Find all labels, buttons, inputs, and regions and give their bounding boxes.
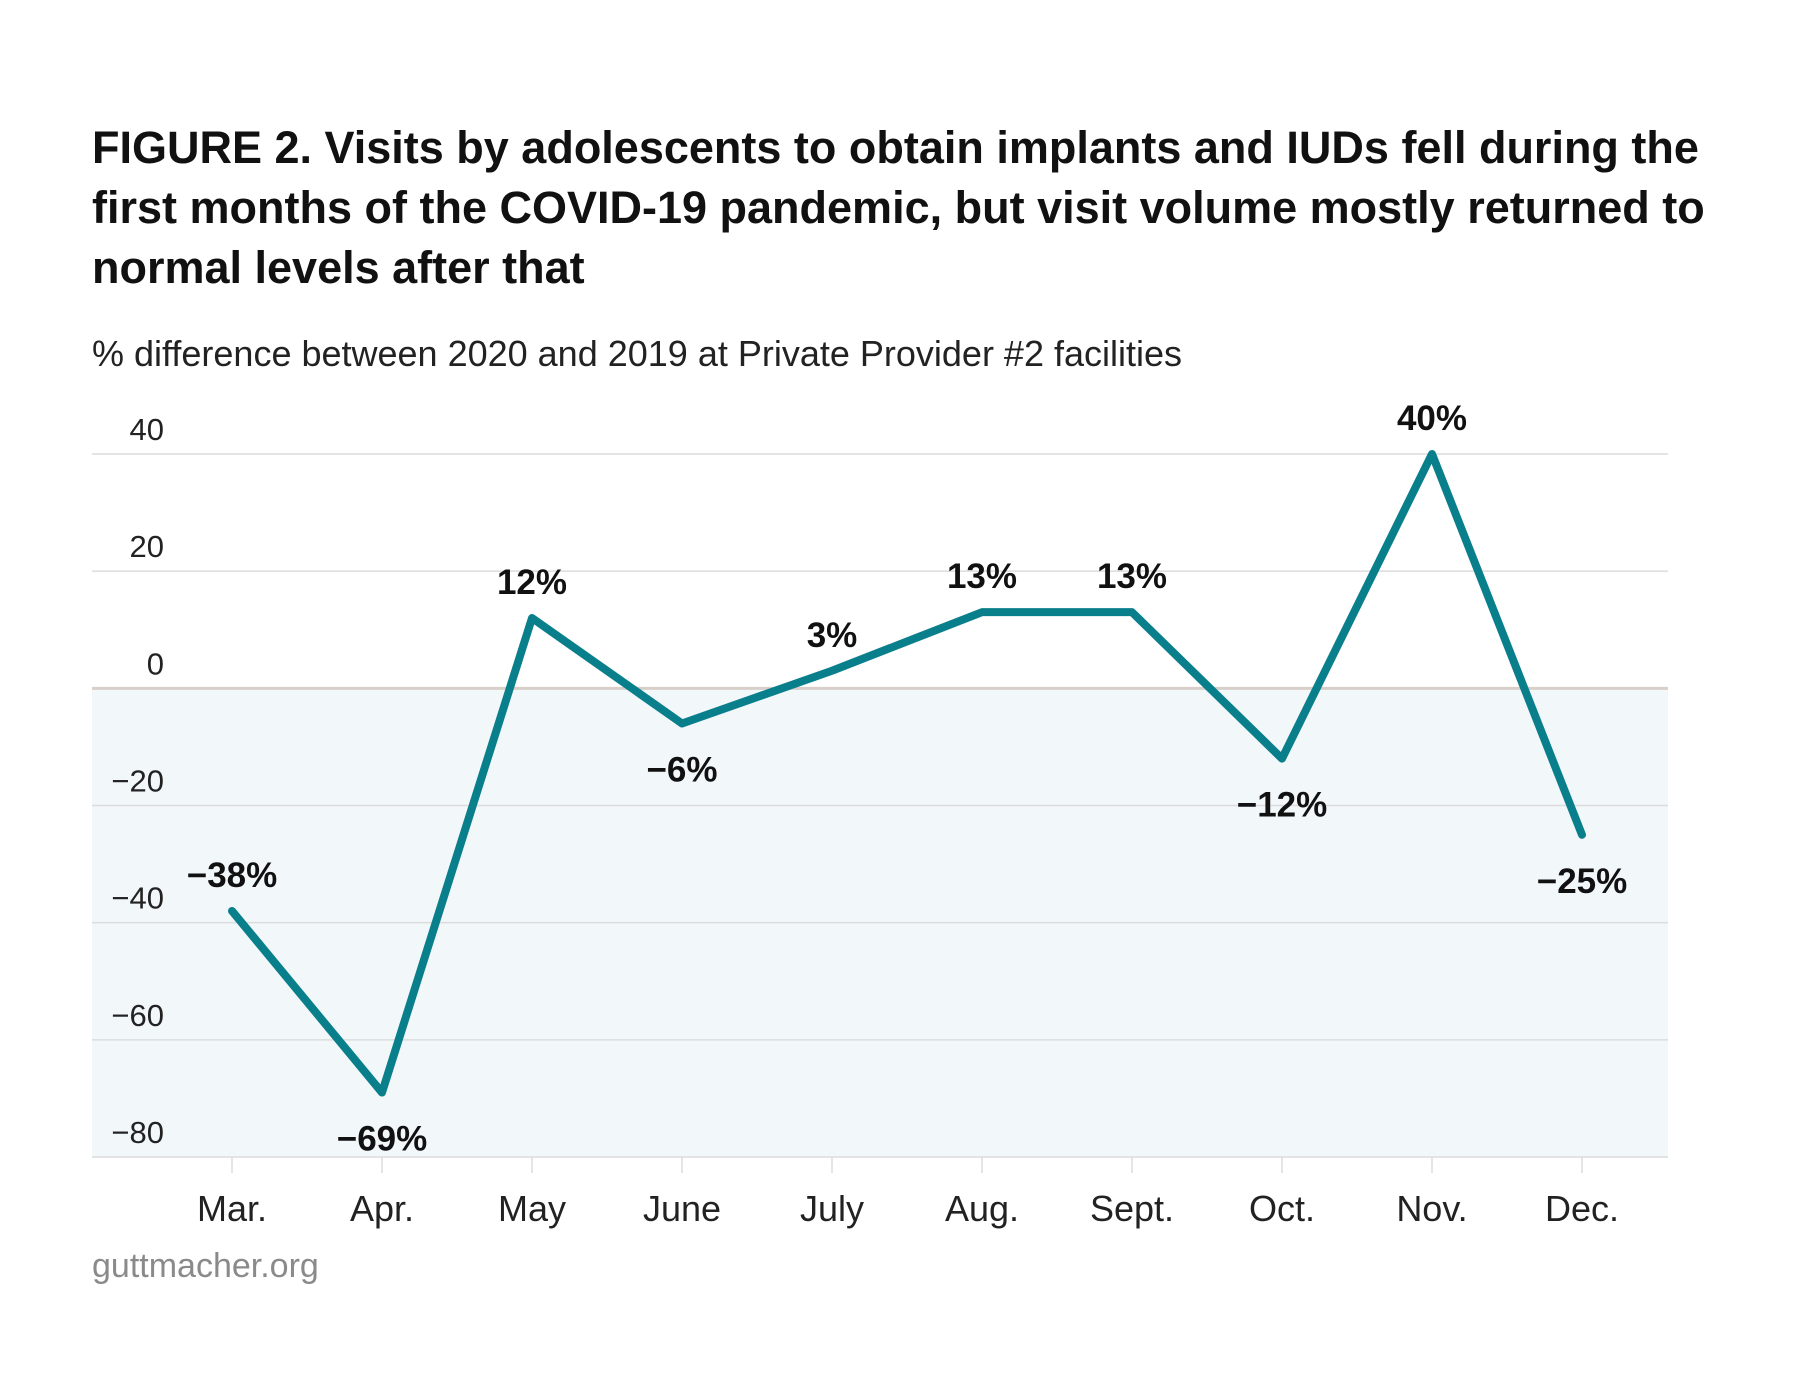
y-tick-label: −60 (111, 998, 164, 1033)
data-label: 3% (807, 616, 858, 655)
x-tick-label: June (643, 1188, 721, 1229)
x-tick-label: Mar. (197, 1188, 267, 1229)
y-tick-label: 20 (130, 529, 164, 564)
x-tick-label: Apr. (350, 1188, 414, 1229)
y-tick-label: 0 (147, 646, 164, 681)
data-label: −12% (1237, 786, 1328, 825)
x-tick-label: Dec. (1545, 1188, 1619, 1229)
y-tick-label: 40 (130, 412, 164, 447)
x-tick-label: Oct. (1249, 1188, 1315, 1229)
data-label: −69% (337, 1120, 428, 1159)
x-tick-label: Nov. (1396, 1188, 1467, 1229)
chart-title: FIGURE 2. Visits by adolescents to obtai… (92, 122, 1705, 293)
source-credit: guttmacher.org (92, 1247, 319, 1285)
data-label: −38% (187, 856, 278, 895)
data-label: 40% (1397, 399, 1467, 438)
x-tick-label: July (800, 1188, 864, 1229)
data-label: −25% (1537, 862, 1628, 901)
y-tick-label: −20 (111, 764, 164, 799)
chart-subtitle: % difference between 2020 and 2019 at Pr… (92, 333, 1183, 374)
series-line (228, 450, 1586, 1097)
data-label: 13% (1097, 557, 1167, 596)
data-label: 12% (497, 563, 567, 602)
y-tick-label: −80 (111, 1115, 164, 1150)
x-tick-label: Aug. (945, 1188, 1019, 1229)
y-tick-label: −40 (111, 881, 164, 916)
x-tick-label: Sept. (1090, 1188, 1174, 1229)
x-tick-label: May (498, 1188, 566, 1229)
data-label: 13% (947, 557, 1017, 596)
data-label: −6% (646, 750, 717, 789)
